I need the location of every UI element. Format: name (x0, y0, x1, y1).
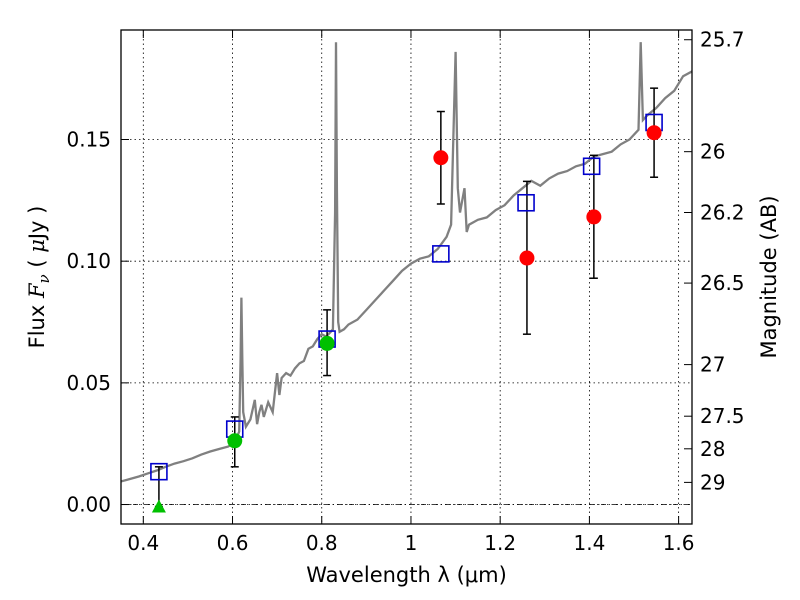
model-photometry-square (517, 193, 535, 212)
plot-frame (120, 29, 693, 525)
right-tick-label: 26.2 (700, 201, 745, 225)
right-tick-label: 28 (700, 437, 725, 461)
model-photometry-square (150, 462, 168, 481)
right-tick-label: 25.7 (700, 28, 745, 52)
y-axis-title-var: F (25, 282, 49, 299)
x-ticks: 0.4 0.6 0.8 1 1.2 1.4 1.6 (127, 30, 695, 555)
observed-flux-point (586, 209, 602, 225)
x-tick-label: 0.8 (306, 531, 338, 555)
y-axis-title-mu: μ (25, 239, 49, 253)
x-tick-label: 1.4 (573, 531, 605, 555)
model-photometry-square (432, 245, 450, 263)
observed-flux-point (227, 433, 243, 449)
x-axis-title: Wavelength λ (μm) (306, 563, 507, 587)
right-tick-label: 27.5 (700, 404, 745, 428)
observed-flux-point (646, 125, 662, 141)
y-axis-title-post: Jy ) (25, 206, 49, 242)
x-tick-label: 1 (405, 531, 418, 555)
y-axis-title-sub: ν (35, 274, 53, 283)
right-tick-label: 27 (700, 353, 725, 377)
right-tick-label: 29 (700, 470, 725, 494)
x-tick-label: 0.4 (127, 531, 159, 555)
x-tick-label: 1.6 (663, 531, 695, 555)
right-tick-label: 26.5 (700, 271, 745, 295)
observed-flux-point (319, 335, 335, 351)
model-spectrum-line (121, 42, 692, 483)
upper-limit-triangle (151, 499, 166, 513)
observed-flux-point (433, 150, 449, 166)
y-axis-title: Flux Fν ( μJy ) (25, 206, 53, 349)
plot-area (121, 42, 692, 513)
model-photometry-square (582, 157, 601, 176)
right-tick-label: 26 (700, 140, 725, 164)
x-tick-label: 0.6 (217, 531, 249, 555)
y-ticks: 0.00 0.05 0.10 0.15 (66, 128, 129, 517)
y-axis-title-mid: ( (25, 253, 49, 275)
right-axis-title: Magnitude (AB) (757, 195, 781, 358)
y-axis-title-pre: Flux (25, 298, 49, 348)
right-magnitude-ticks: 25.7 26 26.2 26.5 27 27.5 28 29 (684, 28, 745, 494)
y-tick-label: 0.15 (66, 128, 111, 152)
observed-flux-point (519, 250, 535, 266)
y-tick-label: 0.00 (66, 493, 111, 517)
grid (121, 30, 692, 524)
y-tick-label: 0.05 (66, 371, 111, 395)
x-tick-label: 1.2 (484, 531, 516, 555)
y-tick-label: 0.10 (66, 249, 111, 273)
